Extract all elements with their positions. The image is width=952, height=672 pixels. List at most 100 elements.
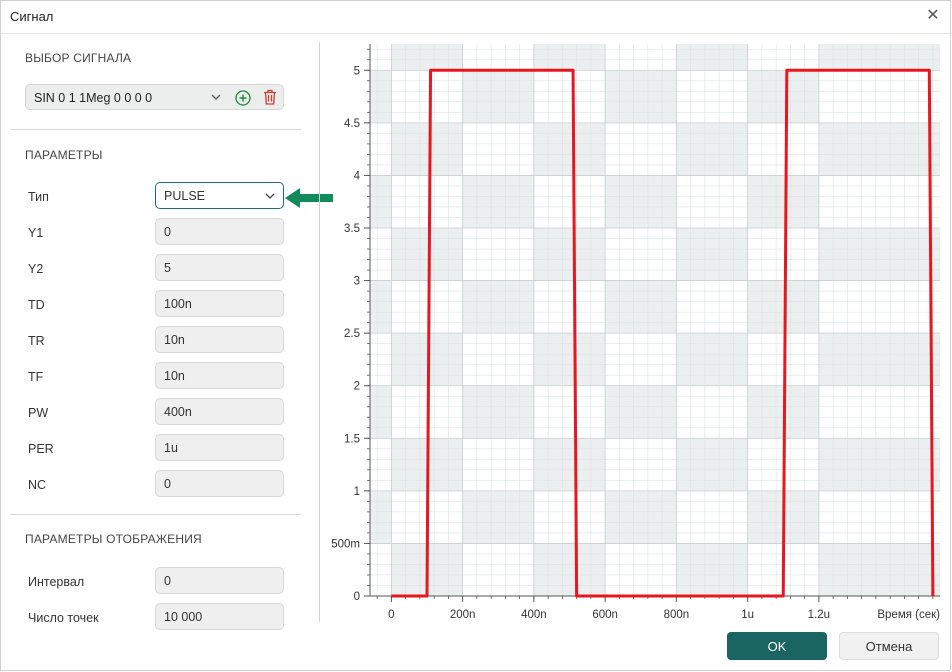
window-title: Сигнал [10, 9, 54, 24]
tf-label: TF [28, 370, 44, 384]
grid-band [818, 543, 940, 596]
grid-band [676, 228, 748, 281]
y-tick-label: 4.5 [344, 118, 360, 130]
grid-band [533, 543, 606, 596]
tr-field[interactable]: 10n [155, 326, 284, 353]
td-label: TD [28, 298, 45, 312]
signal-select[interactable]: SIN 0 1 1Meg 0 0 0 0 [25, 84, 284, 110]
points-label: Число точек [28, 611, 99, 625]
y-tick-label: 5 [354, 65, 360, 77]
y2-label: Y2 [28, 262, 44, 276]
grid-band [462, 490, 534, 544]
grid-band [818, 333, 940, 386]
grid-band [370, 490, 392, 544]
x-tick-label: 1.2u [808, 609, 830, 621]
y-tick-label: 4 [354, 170, 361, 182]
grid-band [605, 385, 677, 439]
x-tick-label: 0 [388, 609, 394, 621]
per-value: 1u [164, 441, 178, 455]
title-bar: Сигнал ✕ [0, 0, 952, 34]
panel-separator [319, 42, 320, 622]
td-value: 100n [164, 297, 192, 311]
cancel-button[interactable]: Отмена [839, 632, 939, 660]
interval-field[interactable]: 0 [155, 567, 284, 594]
signal-chart: 0 500m 1 1.5 2 2.5 3 3.5 4 4.5 5 0 200n 400n 600n 800n 1… [331, 44, 940, 621]
params-title: ПАРАМЕТРЫ [25, 148, 103, 162]
grid-band [370, 385, 392, 439]
tf-value: 10n [164, 369, 185, 383]
y-tick-label: 3 [354, 276, 360, 288]
grid-band [370, 70, 392, 123]
grid-band [391, 122, 463, 176]
grid-band [462, 385, 534, 439]
y1-label: Y1 [28, 226, 44, 240]
grid-band [605, 490, 677, 544]
per-field[interactable]: 1u [155, 434, 284, 461]
pw-value: 400n [164, 405, 192, 419]
signal-select-title: ВЫБОР СИГНАЛА [25, 51, 132, 65]
x-tick-label: 1u [741, 609, 754, 621]
divider [10, 129, 301, 130]
y1-value: 0 [164, 225, 171, 239]
x-tick-label: 400n [521, 609, 547, 621]
grid-band [605, 280, 677, 334]
pw-field[interactable]: 400n [155, 398, 284, 425]
y-tick-label: 500m [331, 538, 360, 550]
y-tick-label: 3.5 [344, 223, 360, 235]
x-tick-label: 800n [664, 609, 690, 621]
per-label: PER [28, 442, 54, 456]
points-field[interactable]: 10 000 [155, 603, 284, 630]
ok-button[interactable]: OK [727, 632, 827, 660]
interval-label: Интервал [28, 575, 85, 589]
signal-line [391, 68, 935, 598]
y-tick-label: 2.5 [344, 328, 360, 340]
grid-band [391, 44, 463, 71]
x-tick-label: 600n [592, 609, 618, 621]
grid-band [533, 228, 606, 281]
close-icon[interactable]: ✕ [926, 7, 940, 24]
nc-field[interactable]: 0 [155, 470, 284, 497]
grid-band [747, 70, 819, 123]
tf-field[interactable]: 10n [155, 362, 284, 389]
grid-band [747, 280, 819, 334]
grid-band [391, 228, 463, 281]
grid-band [818, 122, 940, 176]
pointer-arrow-icon [285, 188, 333, 208]
y-tick-label: 2 [354, 381, 360, 393]
type-label: Тип [28, 190, 49, 204]
y2-field[interactable]: 5 [155, 254, 284, 281]
grid-band [747, 175, 819, 228]
settings-panel: ВЫБОР СИГНАЛА SIN 0 1 1Meg 0 0 0 0 ПАРАМ… [0, 34, 312, 630]
y-tick-label: 1 [354, 486, 360, 498]
x-tick-label: 200n [450, 609, 476, 621]
grid-band [676, 543, 748, 596]
td-field[interactable]: 100n [155, 290, 284, 317]
y2-value: 5 [164, 261, 171, 275]
chevron-down-icon [265, 193, 275, 199]
grid-band [605, 70, 677, 123]
tr-label: TR [28, 334, 45, 348]
nc-value: 0 [164, 477, 171, 491]
grid-band [818, 438, 940, 491]
grid-band [462, 175, 534, 228]
add-circle-icon[interactable] [235, 90, 251, 106]
grid-band [676, 438, 748, 491]
grid-band [676, 122, 748, 176]
grid-band [818, 44, 940, 71]
display-params-title: ПАРАМЕТРЫ ОТОБРАЖЕНИЯ [25, 532, 202, 546]
y-tick-label: 1.5 [344, 433, 360, 445]
grid-band [533, 333, 606, 386]
chevron-down-icon[interactable] [211, 92, 221, 102]
y-tick-label: 0 [354, 591, 360, 603]
pw-label: PW [28, 406, 49, 420]
grid-band [676, 333, 748, 386]
trash-icon[interactable] [263, 89, 277, 105]
signal-select-value: SIN 0 1 1Meg 0 0 0 0 [34, 91, 153, 105]
y1-field[interactable]: 0 [155, 218, 284, 245]
grid-band [462, 280, 534, 334]
points-value: 10 000 [164, 610, 203, 624]
type-select[interactable]: PULSE [155, 182, 284, 209]
grid-band [676, 44, 748, 71]
nc-label: NC [28, 478, 47, 492]
grid-band [370, 280, 392, 334]
